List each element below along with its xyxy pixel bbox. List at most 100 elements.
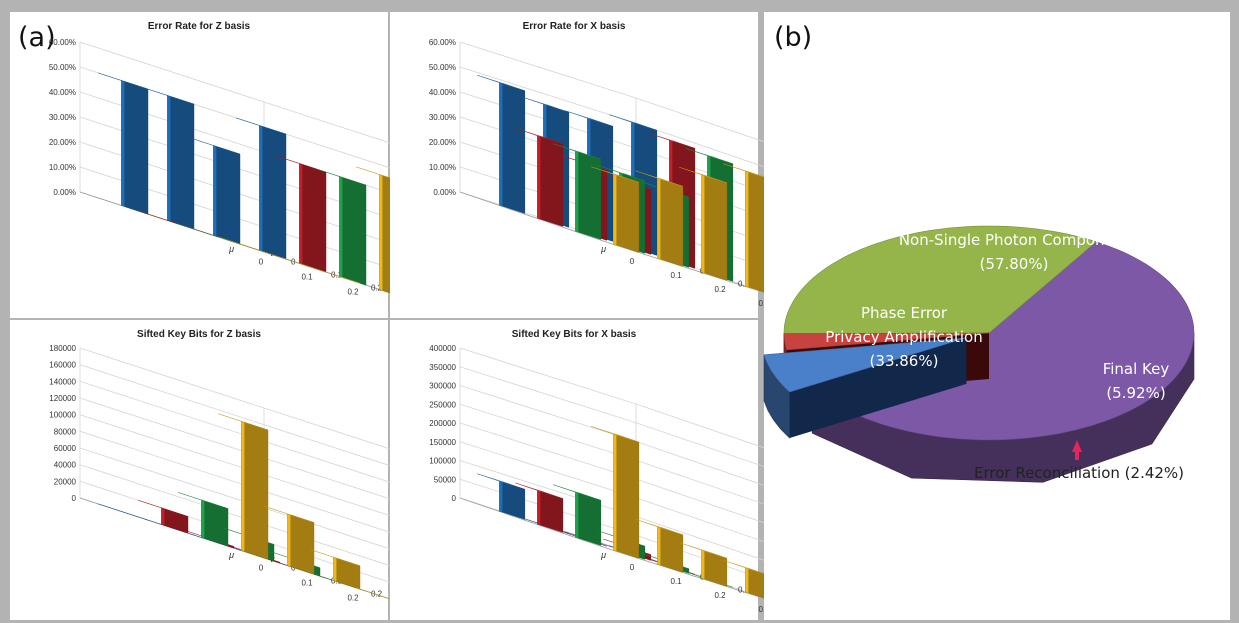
bar-side-face	[216, 146, 241, 245]
panel-label-a: (a)	[18, 22, 56, 53]
bar-x-err-mu0.5-nu0	[591, 166, 640, 253]
bar-chart-3d: 0 20000 40000 60000 80000 100000 120000 140000 1…	[49, 344, 425, 618]
chart-axes: 0 50000 100000 150000 200000 250000 300000 3500…	[429, 344, 789, 614]
bar-top-face	[521, 96, 569, 113]
mu-tick-label: 0.1	[670, 577, 682, 586]
bar-top-face	[597, 165, 645, 181]
slice-label: Non-Single Photon Component	[899, 231, 1129, 249]
bar-top-face	[264, 506, 314, 523]
bar-top-face	[609, 114, 657, 131]
y-tick-label: 0.00%	[433, 188, 456, 197]
bar-chart-3d: 0 50000 100000 150000 200000 250000 300000 3500…	[429, 344, 789, 614]
bar-top-face	[685, 148, 733, 164]
chart-title: Error Rate for X basis	[522, 21, 626, 32]
nu-tick-label: 0.2	[738, 586, 750, 595]
bar-x-sift-mu0.2-nu0	[553, 484, 602, 546]
bar-side-face	[262, 126, 287, 260]
bar-side-face	[502, 83, 526, 214]
bar-side-face	[290, 514, 315, 575]
pie-slice-wall	[789, 337, 967, 439]
bar-top-face	[635, 170, 683, 187]
bar-top-face	[144, 87, 194, 105]
bar-z-err-mu0.2-nu0.5	[316, 168, 367, 286]
y-tick-label: 150000	[429, 438, 456, 447]
bar-side-face	[170, 96, 195, 230]
y-tick-label: 250000	[429, 400, 456, 409]
mu-tick-label: 0	[630, 257, 635, 266]
bar-side-face	[244, 422, 269, 560]
bar-side-face	[204, 500, 229, 547]
bar-top-face	[310, 549, 360, 566]
chart-axes: 0 20000 40000 60000 80000 100000 120000 140000 1…	[49, 344, 425, 618]
mu-axis	[459, 191, 613, 245]
bar-x-err-mu0.1-nu0	[515, 128, 564, 227]
y-tick-label: 140000	[49, 377, 76, 386]
y-tick-label: 50000	[434, 475, 457, 484]
bar-top-face	[591, 426, 639, 443]
y-tick-label: 20.00%	[49, 138, 76, 147]
y-tick-label: 30.00%	[429, 113, 456, 122]
y-tick-label: 80000	[54, 427, 77, 436]
bar-top-face	[635, 519, 683, 535]
y-tick-label: 0	[452, 494, 457, 503]
bar-side-face	[540, 490, 564, 533]
bar-side-face	[342, 177, 367, 286]
bar-top-face	[679, 167, 727, 183]
bar-z-sift-mu0.5-nu0	[218, 413, 269, 560]
y-tick-label: 20000	[54, 477, 77, 486]
bar-top-face	[679, 542, 727, 559]
chart-title: Sifted Key Bits for Z basis	[137, 329, 261, 340]
y-tick-label: 0	[72, 494, 77, 503]
y-tick-label: 300000	[429, 382, 456, 391]
nu-axis	[611, 243, 789, 301]
bar-x-sift-mu0.5-nu0	[591, 426, 640, 559]
bar-top-face	[477, 75, 525, 91]
bar-x-err-mu0-nu0	[477, 75, 526, 214]
y-tick-label: 160000	[49, 361, 76, 370]
bar-top-face	[178, 492, 228, 509]
mu-axis-label: μ	[228, 550, 234, 560]
bar-top-face	[515, 482, 563, 499]
y-tick-label: 100000	[429, 457, 456, 466]
nu-tick-label: 0	[291, 564, 296, 573]
bar-side-face	[616, 434, 640, 559]
slice-value: (57.80%)	[980, 255, 1049, 273]
bar-z-err-mu0-nu0	[98, 72, 149, 215]
y-tick-label: 40.00%	[429, 88, 456, 97]
slice-label: Final Key	[1103, 360, 1170, 378]
mu-axis	[459, 497, 613, 551]
bar-side-face	[124, 81, 149, 215]
bar-top-face	[553, 484, 601, 501]
mu-tick-label: 0.2	[714, 591, 726, 600]
mu-tick-label: 0.1	[301, 579, 313, 588]
pie-slice-top	[783, 225, 1097, 335]
mu-tick-label: 0.2	[714, 285, 726, 294]
bar-z-err-mu0-nu0.1	[144, 87, 195, 230]
slice-label: Phase Error	[861, 304, 948, 322]
pie-slice-top	[783, 332, 990, 351]
mu-axis-label: μ	[600, 550, 606, 560]
bar-x-sift-mu0.5-nu0.1	[635, 519, 683, 573]
bar-x-err-mu0.5-nu0.2	[679, 167, 727, 281]
slice-value: (33.86%)	[870, 352, 939, 370]
bar-x-sift-mu0.1-nu0	[515, 482, 564, 533]
chart-title: Sifted Key Bits for X basis	[511, 329, 637, 340]
slice-label: Privacy Amplification	[825, 328, 982, 346]
y-tick-label: 350000	[429, 363, 456, 372]
bar-top-face	[477, 473, 525, 490]
bar-z-sift-mu0.5-nu0.1	[264, 506, 315, 575]
bar-top-face	[565, 110, 613, 127]
bar-x-err-mu0.2-nu0	[553, 143, 602, 240]
bar-chart-3d: 0.00% 10.00% 20.00% 30.00% 40.00% 50.00% 60.00…	[49, 38, 425, 312]
y-tick-label: 60.00%	[49, 38, 76, 47]
nu-tick-label: 0.1	[331, 271, 343, 280]
bar-x-sift-mu0.5-nu0.2	[679, 542, 727, 587]
bar-top-face	[190, 137, 240, 155]
bar-side-face	[616, 174, 640, 253]
bar-top-face	[515, 128, 563, 144]
mu-axis-label: μ	[228, 244, 234, 254]
nu-axis	[611, 549, 789, 607]
chart-panel-z-error-rate: (a) Error Rate for Z basis 0.00% 10.00% 20…	[10, 12, 425, 318]
y-tick-label: 50.00%	[429, 63, 456, 72]
y-tick-label: 100000	[49, 411, 76, 420]
